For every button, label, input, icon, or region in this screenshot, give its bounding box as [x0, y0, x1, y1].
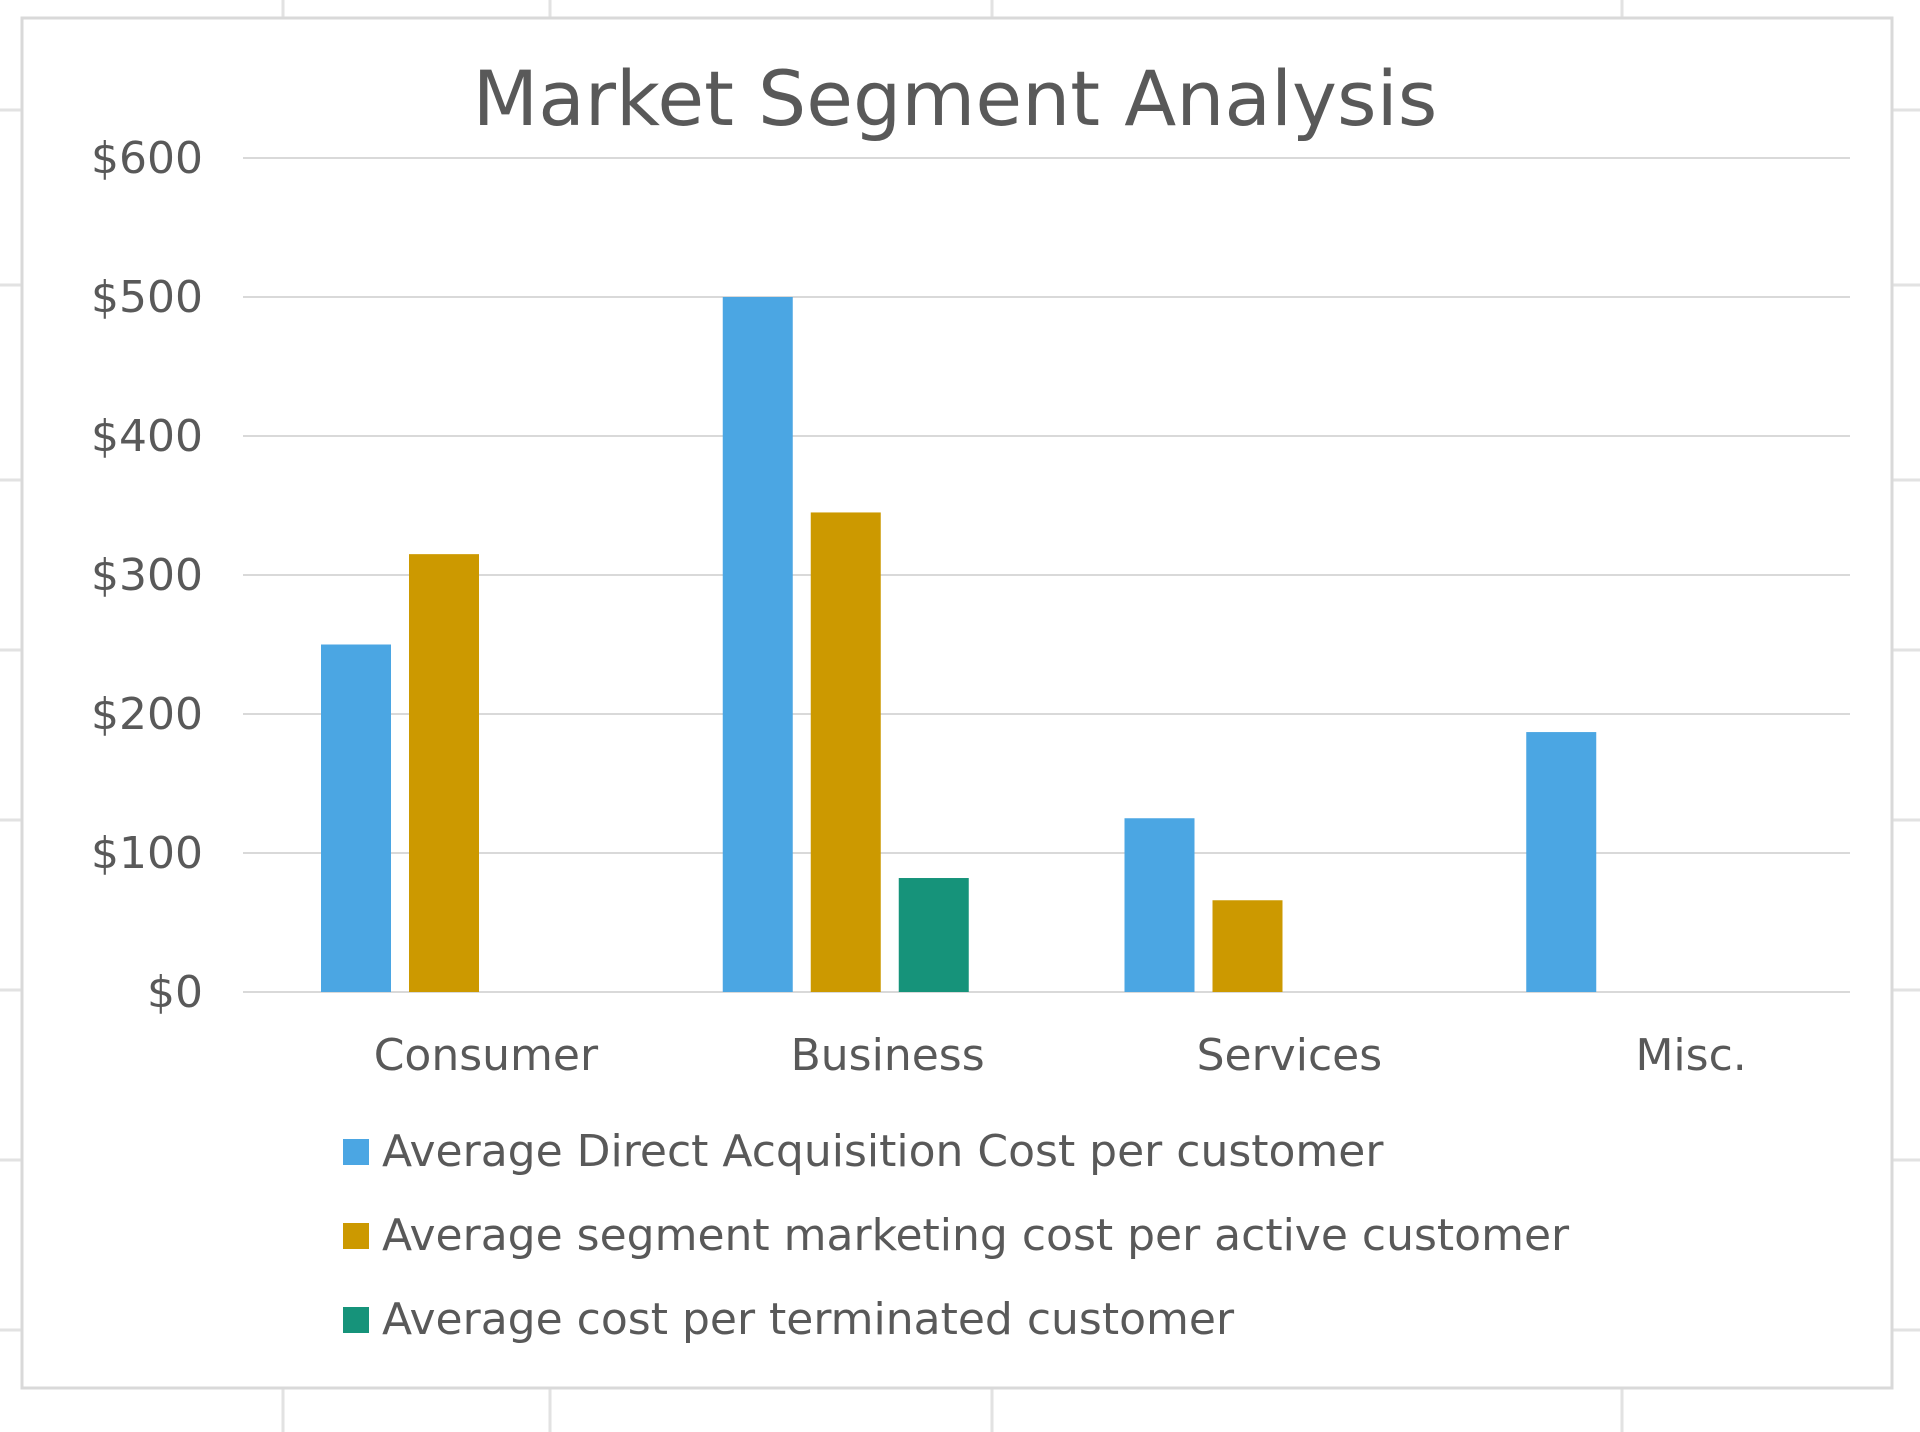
bar-business-series-3[interactable]	[898, 878, 969, 992]
y-tick-label: $0	[147, 967, 203, 1018]
x-category-label: Consumer	[374, 1030, 599, 1081]
bar-consumer-series-2[interactable]	[409, 554, 479, 992]
y-tick-label: $500	[91, 272, 203, 323]
chart-area[interactable]	[20, 16, 1894, 1390]
bar-services-series-2[interactable]	[1212, 900, 1283, 992]
bars	[321, 297, 1597, 993]
legend-swatch	[343, 1307, 369, 1333]
legend-swatch	[343, 1139, 369, 1165]
y-tick-label: $100	[91, 828, 203, 879]
bar-consumer-series-1[interactable]	[321, 644, 391, 993]
bar-services-series-1[interactable]	[1124, 818, 1195, 992]
y-tick-label: $200	[91, 689, 203, 740]
y-tick-label: $400	[91, 411, 203, 462]
y-tick-label: $300	[91, 550, 203, 601]
chart-title: Market Segment Analysis	[473, 54, 1438, 143]
bar-business-series-1[interactable]	[722, 297, 793, 992]
legend-entry: Average Direct Acquisition Cost per cust…	[382, 1126, 1384, 1177]
y-axis: $0 $100 $200 $300 $400 $500 $600	[91, 133, 203, 1018]
x-category-label: Business	[791, 1030, 985, 1081]
legend: Average Direct Acquisition Cost per cust…	[343, 1126, 1570, 1345]
legend-entry: Average cost per terminated customer	[382, 1294, 1235, 1345]
x-axis: Consumer Business Services Misc.	[374, 1030, 1747, 1081]
bar-misc-series-1[interactable]	[1526, 732, 1597, 992]
legend-swatch	[343, 1223, 369, 1249]
y-tick-label: $600	[91, 133, 203, 184]
x-category-label: Misc.	[1635, 1030, 1746, 1081]
bar-business-series-2[interactable]	[810, 512, 881, 992]
x-category-label: Services	[1197, 1030, 1383, 1081]
legend-entry: Average segment marketing cost per activ…	[382, 1210, 1570, 1261]
